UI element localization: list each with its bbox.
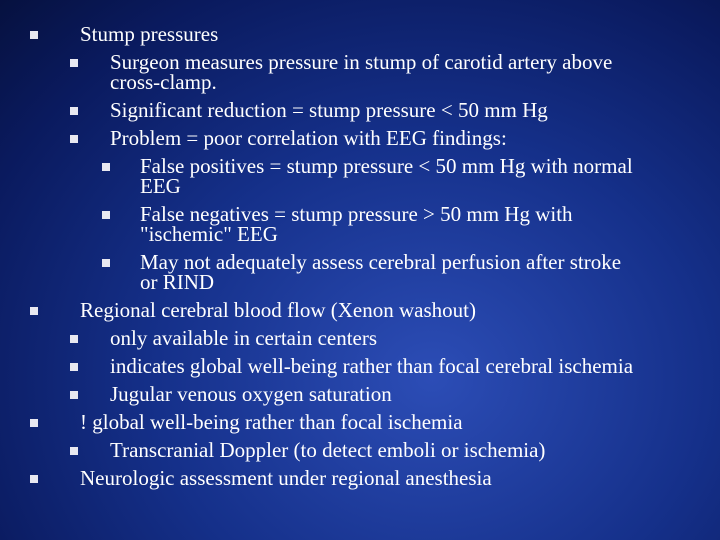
item-text: Regional cerebral blood flow (Xenon wash…: [80, 298, 476, 322]
list-item: False positives = stump pressure < 50 mm…: [0, 154, 720, 198]
bullet: [30, 419, 38, 427]
list-item: False negatives = stump pressure > 50 mm…: [0, 202, 720, 246]
list-item: Significant reduction = stump pressure <…: [0, 98, 720, 122]
bullet: [70, 447, 78, 455]
bullet: [70, 335, 78, 343]
list-item: Surgeon measures pressure in stump of ca…: [0, 50, 720, 94]
item-text: False positives = stump pressure < 50 mm…: [140, 154, 633, 198]
item-text: False negatives = stump pressure > 50 mm…: [140, 202, 573, 246]
item-text: May not adequately assess cerebral perfu…: [140, 250, 622, 294]
bullet: [102, 211, 110, 219]
list-item: Transcranial Doppler (to detect emboli o…: [0, 438, 720, 462]
list-item: indicates global well-being rather than …: [0, 354, 720, 378]
bullet: [70, 135, 78, 143]
item-text: Problem = poor correlation with EEG find…: [110, 126, 507, 150]
list-item: only available in certain centers: [0, 326, 720, 350]
list-item: ! global well-being rather than focal is…: [0, 410, 720, 434]
bullet-list: Stump pressures Surgeon measures pressure…: [0, 22, 720, 490]
bullet: [30, 475, 38, 483]
bullet: [70, 391, 78, 399]
item-text: Transcranial Doppler (to detect emboli o…: [110, 438, 546, 462]
list-item: Jugular venous oxygen saturation: [0, 382, 720, 406]
bullet: [30, 307, 38, 315]
item-text: only available in certain centers: [110, 326, 378, 350]
item-text: Jugular venous oxygen saturation: [110, 382, 392, 406]
list-item: Regional cerebral blood flow (Xenon wash…: [0, 298, 720, 322]
item-text: Surgeon measures pressure in stump of ca…: [110, 50, 613, 94]
item-text: Neurologic assessment under regional ane…: [80, 466, 492, 490]
bullet: [70, 107, 78, 115]
bullet: [102, 259, 110, 267]
bullet: [30, 31, 38, 39]
item-text: ! global well-being rather than focal is…: [80, 410, 463, 434]
item-text: indicates global well-being rather than …: [110, 354, 634, 378]
list-item: Problem = poor correlation with EEG find…: [0, 126, 720, 150]
item-text: Stump pressures: [80, 22, 219, 46]
bullet: [102, 163, 110, 171]
list-item: Stump pressures: [0, 22, 720, 46]
bullet: [70, 59, 78, 67]
bullet: [70, 363, 78, 371]
list-item: May not adequately assess cerebral perfu…: [0, 250, 720, 294]
item-text: Significant reduction = stump pressure <…: [110, 98, 548, 122]
list-item: Neurologic assessment under regional ane…: [0, 466, 720, 490]
